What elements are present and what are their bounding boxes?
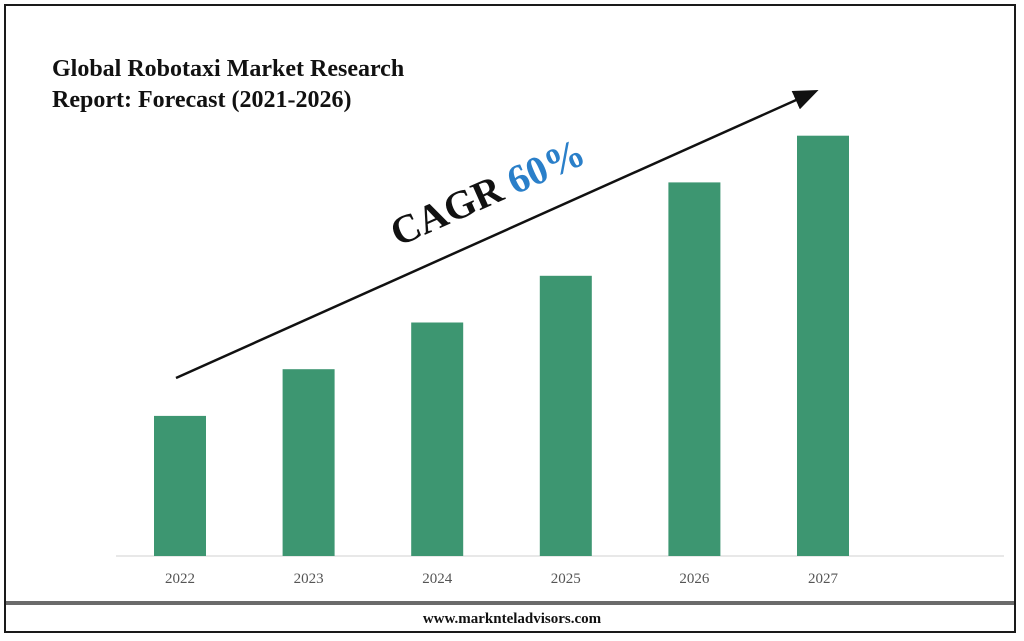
bar-2022: [154, 415, 206, 556]
bar-2024: [411, 322, 464, 556]
footer-divider: [6, 601, 1014, 605]
bar-2027: [797, 135, 849, 556]
x-tick-labels: 2022 2023 2024 2025 2026 2027: [165, 571, 839, 587]
x-tick-label: 2024: [422, 571, 453, 587]
footer-url: www.marknteladvisors.com: [422, 611, 602, 627]
trend-arrow: [175, 89, 819, 380]
chart-title-line1: Global Robotaxi Market Research: [52, 56, 405, 82]
x-tick-label: 2027: [808, 571, 839, 587]
x-tick-label: 2023: [294, 571, 324, 587]
bars-group: [154, 135, 849, 556]
x-tick-label: 2026: [679, 571, 710, 587]
bar-2025: [539, 275, 592, 556]
chart-title-line2: Report: Forecast (2021-2026): [52, 87, 352, 113]
bar-2026: [668, 182, 721, 556]
x-tick-label: 2022: [165, 571, 195, 587]
bar-2023: [282, 369, 335, 556]
chart-title: Global Robotaxi Market Research Report: …: [52, 54, 404, 116]
x-tick-label: 2025: [551, 571, 581, 587]
